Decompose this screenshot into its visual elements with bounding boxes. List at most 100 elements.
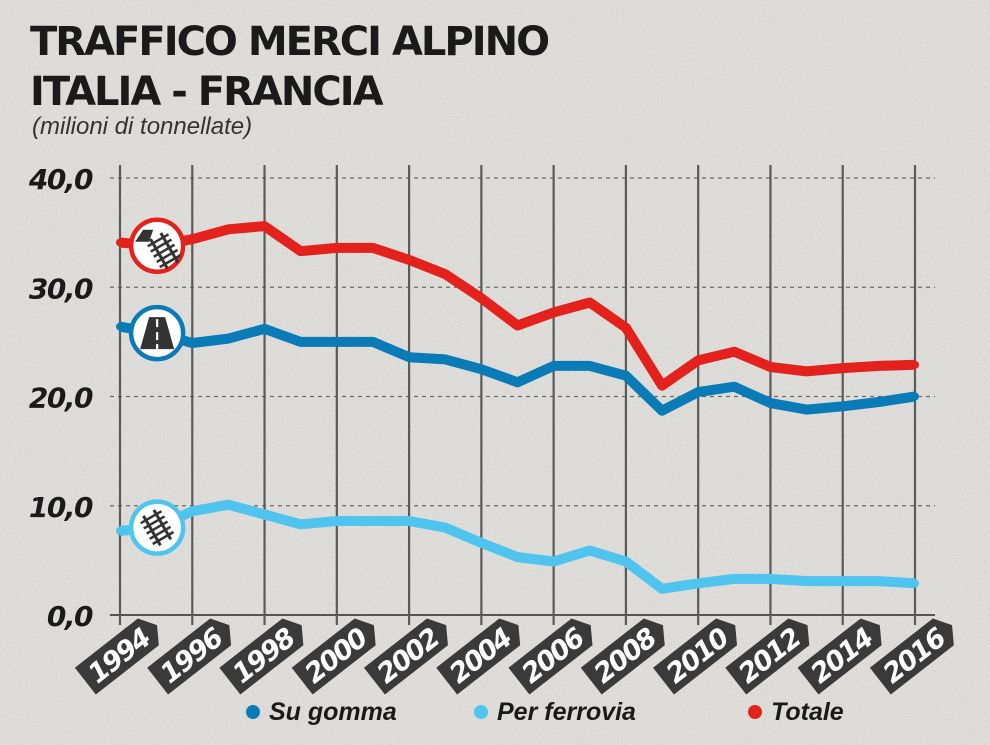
data-point-per-ferrovia (296, 520, 305, 529)
x-tick-tag (436, 618, 521, 695)
data-point-totale (441, 270, 450, 279)
x-tick-label: 1996 (147, 618, 232, 695)
data-point-per-ferrovia (405, 517, 414, 526)
data-point-totale (116, 238, 124, 247)
data-point-per-ferrovia (802, 577, 811, 586)
y-tick-label: 10,0 (29, 491, 93, 524)
data-point-su-gomma (441, 355, 450, 364)
data-point-su-gomma (549, 361, 558, 370)
data-point-per-ferrovia (332, 517, 341, 526)
chart-title-line-1: TRAFFICO MERCI ALPINO (30, 19, 550, 65)
x-tick-tag (725, 618, 810, 695)
x-tick-tag (869, 618, 954, 695)
legend-marker-totale (748, 705, 762, 719)
data-point-totale (477, 294, 486, 303)
x-tick-label: 2002 (363, 618, 448, 695)
legend-item-su-gomma[interactable]: Su gomma (246, 696, 397, 728)
data-point-su-gomma (838, 402, 847, 411)
x-tick-label: 2010 (653, 618, 738, 695)
data-point-per-ferrovia (585, 546, 594, 555)
data-point-totale (911, 360, 919, 369)
data-point-su-gomma (477, 365, 486, 374)
legend-label-su-gomma: Su gomma (269, 697, 397, 726)
data-point-totale (585, 298, 594, 307)
x-tick-label: 1998 (219, 618, 304, 695)
x-tick-label: 2006 (508, 618, 593, 695)
data-point-totale (260, 222, 269, 231)
y-tick-label: 30,0 (29, 272, 93, 305)
data-point-su-gomma (802, 405, 811, 414)
data-point-su-gomma (188, 338, 197, 347)
legend-item-per-ferrovia[interactable]: Per ferrovia (474, 696, 636, 728)
data-point-totale (405, 255, 414, 264)
legend-item-totale[interactable]: Totale (748, 696, 844, 728)
y-axis-ticks: 0,0 10,0 20,0 30,0 40,0 (28, 163, 95, 633)
x-tick-tag (797, 618, 882, 695)
data-point-su-gomma (405, 353, 414, 362)
data-point-totale (766, 363, 775, 372)
data-point-totale (838, 364, 847, 373)
x-tick-tag (147, 618, 232, 695)
x-tick-tag (74, 618, 159, 695)
data-point-totale (188, 235, 197, 244)
data-point-per-ferrovia (224, 500, 233, 509)
series-icons (128, 217, 186, 556)
data-point-su-gomma (513, 378, 522, 387)
data-point-per-ferrovia (694, 579, 703, 588)
series-line-per-ferrovia (119, 499, 916, 594)
data-point-per-ferrovia (188, 507, 197, 516)
data-point-su-gomma (585, 361, 594, 370)
data-point-per-ferrovia (911, 579, 919, 588)
data-point-per-ferrovia (838, 577, 847, 586)
x-tick-tag (580, 618, 665, 695)
y-tick-label: 40,0 (28, 163, 93, 196)
data-point-per-ferrovia (368, 517, 377, 526)
data-point-totale (549, 308, 558, 317)
series-lines (116, 221, 919, 594)
x-tick-label: 2008 (580, 618, 665, 695)
data-point-totale (802, 367, 811, 376)
x-tick-label: 2014 (797, 618, 882, 695)
legend-marker-su-gomma (246, 705, 260, 719)
data-point-totale (621, 323, 630, 332)
data-point-per-ferrovia (621, 557, 630, 566)
data-point-su-gomma (730, 382, 739, 391)
y-tick-label: 0,0 (47, 600, 93, 633)
data-point-su-gomma (694, 388, 703, 397)
x-tick-label: 2016 (869, 618, 954, 695)
data-point-per-ferrovia (658, 584, 667, 593)
x-tick-tag (291, 618, 376, 695)
data-point-totale (513, 321, 522, 330)
data-point-per-ferrovia (730, 574, 739, 583)
data-point-su-gomma (224, 334, 233, 343)
data-point-per-ferrovia (513, 553, 522, 562)
data-point-per-ferrovia (874, 577, 883, 586)
data-point-su-gomma (332, 337, 341, 346)
data-point-su-gomma (658, 406, 667, 415)
data-point-totale (874, 361, 883, 370)
x-tick-tag (508, 618, 593, 695)
data-point-su-gomma (766, 399, 775, 408)
x-tick-label: 2012 (725, 618, 810, 695)
data-point-per-ferrovia (477, 538, 486, 547)
data-point-totale (730, 347, 739, 356)
legend-marker-per-ferrovia (474, 705, 488, 719)
y-tick-label: 20,0 (29, 382, 93, 415)
data-point-totale (296, 247, 305, 256)
series-line-totale (119, 221, 916, 391)
data-point-su-gomma (368, 337, 377, 346)
data-point-totale (694, 356, 703, 365)
data-point-totale (224, 225, 233, 234)
x-tick-label: 2000 (291, 618, 376, 695)
data-point-per-ferrovia (441, 523, 450, 532)
data-point-su-gomma (621, 371, 630, 380)
data-point-su-gomma (296, 337, 305, 346)
data-point-totale (368, 243, 377, 252)
data-point-totale (332, 243, 341, 252)
data-point-su-gomma (116, 322, 124, 331)
data-point-per-ferrovia (260, 510, 269, 519)
data-point-su-gomma (874, 397, 883, 406)
data-point-totale (658, 381, 667, 390)
x-tick-tag (653, 618, 738, 695)
